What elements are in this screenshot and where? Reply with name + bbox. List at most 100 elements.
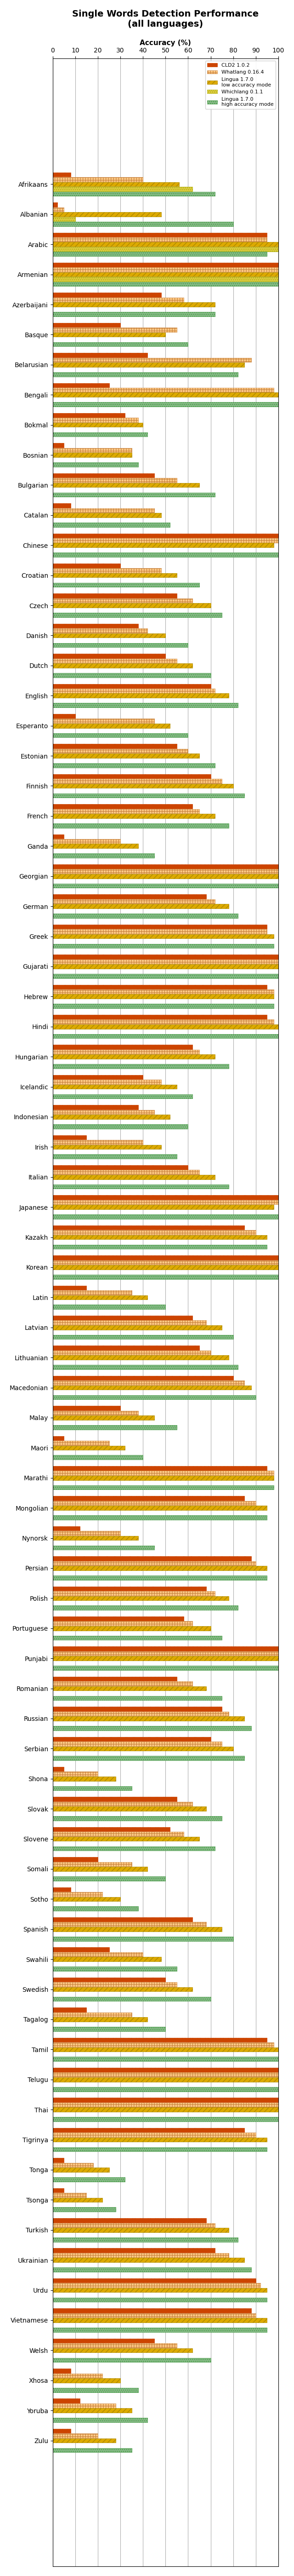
Bar xyxy=(53,1355,229,1360)
Bar xyxy=(53,683,211,688)
Bar xyxy=(53,750,188,752)
Bar xyxy=(53,755,199,757)
Bar xyxy=(53,1226,245,1229)
X-axis label: Accuracy (%): Accuracy (%) xyxy=(140,39,191,46)
Bar xyxy=(53,371,238,376)
Bar xyxy=(53,1592,215,1595)
Bar xyxy=(53,384,109,386)
Bar xyxy=(53,1958,161,1960)
Bar xyxy=(53,1736,211,1741)
Bar xyxy=(53,453,132,456)
Bar xyxy=(53,572,177,577)
Bar xyxy=(53,1605,238,1610)
Bar xyxy=(53,1656,278,1662)
Bar xyxy=(53,2197,102,2202)
Bar xyxy=(53,1530,120,1535)
Bar xyxy=(53,2048,278,2050)
Bar xyxy=(53,1234,267,1239)
Bar xyxy=(53,840,120,842)
Bar xyxy=(53,778,222,783)
Bar xyxy=(53,2329,267,2331)
Bar xyxy=(53,814,215,819)
Bar xyxy=(53,2027,166,2032)
Bar xyxy=(53,1847,215,1850)
Bar xyxy=(53,392,278,397)
Bar xyxy=(53,1396,256,1399)
Bar xyxy=(53,1801,193,1806)
Bar xyxy=(53,538,278,544)
Bar xyxy=(53,1285,86,1291)
Bar xyxy=(53,853,154,858)
Bar xyxy=(53,268,278,273)
Bar xyxy=(53,482,199,487)
Bar xyxy=(53,809,199,814)
Bar xyxy=(53,2378,120,2383)
Bar xyxy=(53,835,64,840)
Bar xyxy=(53,296,183,301)
Bar xyxy=(53,278,278,281)
Bar xyxy=(53,1414,154,1419)
Bar xyxy=(53,2192,86,2197)
Bar xyxy=(53,956,278,958)
Bar xyxy=(53,2133,256,2138)
Bar xyxy=(53,1476,274,1481)
Bar xyxy=(53,935,274,938)
Bar xyxy=(53,724,170,729)
Bar xyxy=(53,492,215,497)
Bar xyxy=(53,2177,125,2182)
Bar xyxy=(53,237,267,242)
Bar xyxy=(53,629,148,634)
Bar xyxy=(53,1074,143,1079)
Bar xyxy=(53,2239,238,2241)
Title: Single Words Detection Performance
(all languages): Single Words Detection Performance (all … xyxy=(72,10,259,28)
Bar xyxy=(53,1048,199,1054)
Bar xyxy=(53,2128,245,2133)
Bar xyxy=(53,1123,188,1128)
Bar xyxy=(53,252,267,255)
Bar xyxy=(53,1996,211,2002)
Bar xyxy=(53,1455,143,1461)
Bar xyxy=(53,1471,274,1476)
Bar xyxy=(53,533,278,538)
Bar xyxy=(53,1115,170,1118)
Bar xyxy=(53,1025,278,1028)
Bar xyxy=(53,2007,86,2012)
Bar xyxy=(53,1445,125,1450)
Bar xyxy=(53,2056,278,2061)
Bar xyxy=(53,1687,206,1690)
Bar xyxy=(53,1200,278,1206)
Bar xyxy=(53,353,148,358)
Bar xyxy=(53,793,245,799)
Bar xyxy=(53,263,278,268)
Bar xyxy=(53,1440,109,1445)
Bar xyxy=(53,974,278,979)
Bar xyxy=(53,1777,116,1780)
Bar xyxy=(53,1164,188,1170)
Bar xyxy=(53,2257,245,2262)
Bar xyxy=(53,672,211,677)
Bar xyxy=(53,422,143,428)
Bar xyxy=(53,1922,206,1927)
Bar xyxy=(53,1255,278,1260)
Bar xyxy=(53,358,251,363)
Bar xyxy=(53,1386,251,1391)
Bar xyxy=(53,1965,177,1971)
Bar xyxy=(53,1466,267,1471)
Bar xyxy=(53,1213,278,1218)
Bar xyxy=(53,1095,193,1097)
Bar xyxy=(53,804,193,809)
Bar xyxy=(53,866,278,868)
Bar xyxy=(53,868,278,873)
Bar xyxy=(53,2138,267,2141)
Bar xyxy=(53,1005,274,1007)
Bar xyxy=(53,2117,278,2123)
Bar xyxy=(53,1365,238,1370)
Bar xyxy=(53,402,278,407)
Bar xyxy=(53,1816,222,1821)
Bar xyxy=(53,1953,143,1958)
Bar xyxy=(53,173,71,178)
Bar xyxy=(53,1054,215,1059)
Bar xyxy=(53,2249,215,2251)
Bar xyxy=(53,2218,206,2223)
Bar xyxy=(53,294,161,296)
